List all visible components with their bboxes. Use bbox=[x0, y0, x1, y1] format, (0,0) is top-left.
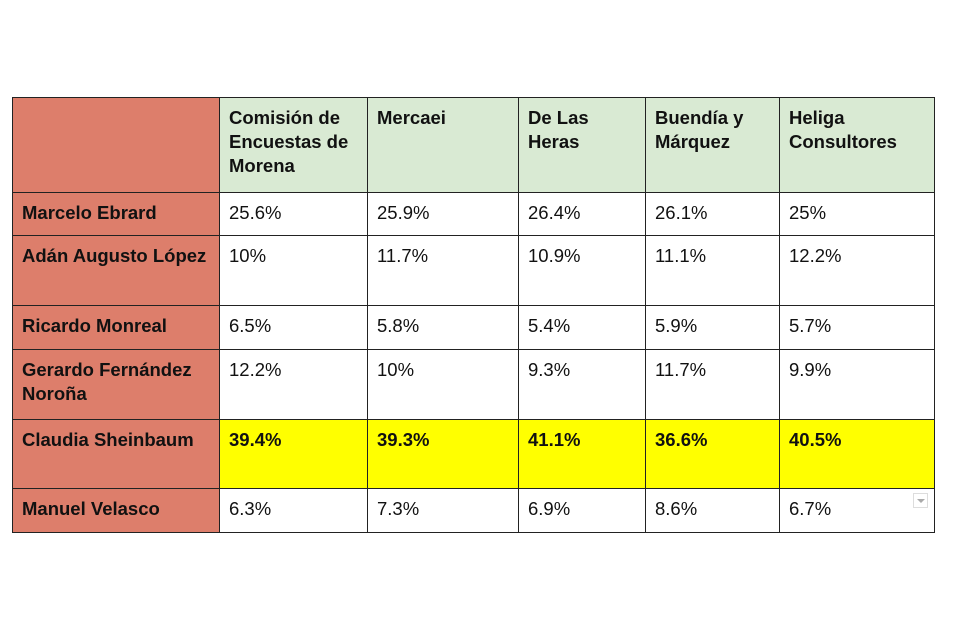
cell-value: 26.4% bbox=[518, 192, 646, 236]
row-header: Gerardo Fernández Noroña bbox=[12, 349, 220, 420]
row-header: Marcelo Ebrard bbox=[12, 192, 220, 236]
row-header: Adán Augusto López bbox=[12, 235, 220, 306]
cell-value: 36.6% bbox=[645, 419, 780, 489]
cell-value: 12.2% bbox=[219, 349, 368, 420]
header-row: Comisión de Encuestas de Morena Mercaei De… bbox=[12, 97, 935, 193]
cell-value: 12.2% bbox=[779, 235, 935, 306]
cell-value: 10.9% bbox=[518, 235, 646, 306]
cell-value: 5.4% bbox=[518, 305, 646, 350]
cell-value: 6.3% bbox=[219, 488, 368, 533]
cell-value: 25.6% bbox=[219, 192, 368, 236]
cell-value: 5.9% bbox=[645, 305, 780, 350]
column-header: De Las Heras bbox=[518, 97, 646, 193]
row-header: Ricardo Monreal bbox=[12, 305, 220, 350]
cell-value: 40.5% bbox=[779, 419, 935, 489]
cell-value: 25.9% bbox=[367, 192, 519, 236]
cell-value: 26.1% bbox=[645, 192, 780, 236]
row-header: Claudia Sheinbaum bbox=[12, 419, 220, 489]
table-row: Claudia Sheinbaum 39.4% 39.3% 41.1% 36.6% 40.… bbox=[12, 419, 935, 489]
table-body: Comisión de Encuestas de Morena Mercaei De… bbox=[12, 97, 935, 533]
cell-value: 7.3% bbox=[367, 488, 519, 533]
column-header: Buendía y Márquez bbox=[645, 97, 780, 193]
dropdown-icon bbox=[913, 493, 928, 508]
cell-value: 11.7% bbox=[645, 349, 780, 420]
corner-cell bbox=[12, 97, 220, 193]
cell-value: 41.1% bbox=[518, 419, 646, 489]
row-header: Manuel Velasco bbox=[12, 488, 220, 533]
column-header: Mercaei bbox=[367, 97, 519, 193]
column-header: Heliga Consultores bbox=[779, 97, 935, 193]
table-row: Manuel Velasco 6.3% 7.3% 6.9% 8.6% 6.7% bbox=[12, 488, 935, 533]
cell-value: 6.5% bbox=[219, 305, 368, 350]
column-header: Comisión de Encuestas de Morena bbox=[219, 97, 368, 193]
poll-table: Comisión de Encuestas de Morena Mercaei De… bbox=[12, 97, 935, 533]
cell-value: 6.9% bbox=[518, 488, 646, 533]
cell-value: 10% bbox=[219, 235, 368, 306]
cell-value: 9.3% bbox=[518, 349, 646, 420]
cell-value: 11.1% bbox=[645, 235, 780, 306]
table-row: Adán Augusto López 10% 11.7% 10.9% 11.1% 12.2… bbox=[12, 235, 935, 306]
cell-value: 5.7% bbox=[779, 305, 935, 350]
cell-value: 5.8% bbox=[367, 305, 519, 350]
cell-value: 9.9% bbox=[779, 349, 935, 420]
table-row: Marcelo Ebrard 25.6% 25.9% 26.4% 26.1% 25% bbox=[12, 192, 935, 236]
cell-value: 8.6% bbox=[645, 488, 780, 533]
cell-value: 39.3% bbox=[367, 419, 519, 489]
cell-value: 6.7% bbox=[779, 488, 935, 533]
cell-value: 25% bbox=[779, 192, 935, 236]
table-row: Ricardo Monreal 6.5% 5.8% 5.4% 5.9% 5.7% bbox=[12, 305, 935, 350]
cell-value: 11.7% bbox=[367, 235, 519, 306]
cell-value: 39.4% bbox=[219, 419, 368, 489]
cell-value: 10% bbox=[367, 349, 519, 420]
table-row: Gerardo Fernández Noroña 12.2% 10% 9.3% 11.7… bbox=[12, 349, 935, 420]
